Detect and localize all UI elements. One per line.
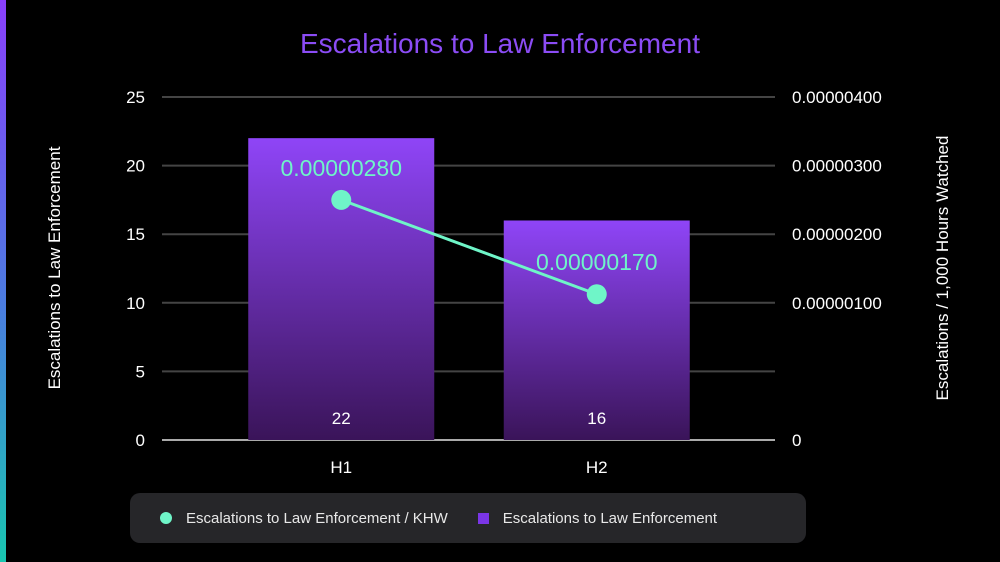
bar-value-label: 16	[587, 409, 606, 428]
line-value-label: 0.00000280	[280, 155, 402, 181]
y-tick-label: 0	[136, 431, 145, 450]
x-tick-label: H1	[330, 458, 352, 477]
y2-tick-label: 0.00000400	[792, 88, 882, 107]
series-line	[340, 198, 598, 296]
square-marker-icon	[477, 512, 489, 524]
y2-axis-label: Escalations / 1,000 Hours Watched	[933, 136, 952, 401]
bar-value-label: 22	[332, 409, 351, 428]
line-value-label: 0.00000170	[536, 249, 658, 275]
y2-tick-label: 0.00000100	[792, 294, 882, 313]
legend: Escalations to Law Enforcement / KHW Esc…	[130, 493, 806, 543]
bar	[248, 138, 435, 440]
x-tick-label: H2	[586, 458, 608, 477]
y2-tick-label: 0.00000300	[792, 157, 882, 176]
circle-marker-icon	[160, 512, 172, 524]
legend-item-count[interactable]: Escalations to Law Enforcement	[477, 509, 718, 527]
chart-title: Escalations to Law Enforcement	[300, 28, 700, 59]
y-axis-label: Escalations to Law Enforcement	[45, 146, 64, 389]
line-point	[331, 189, 352, 210]
y2-tick-label: 0	[792, 431, 801, 450]
y-tick-label: 20	[126, 157, 145, 176]
legend-item-rate[interactable]: Escalations to Law Enforcement / KHW	[160, 510, 448, 527]
bar	[503, 220, 690, 440]
legend-label: Escalations to Law Enforcement / KHW	[186, 509, 448, 527]
y-tick-label: 5	[136, 362, 145, 381]
legend-label: Escalations to Law Enforcement	[502, 509, 718, 527]
y-tick-label: 15	[126, 225, 145, 244]
y-tick-label: 25	[126, 88, 145, 107]
y-tick-label: 10	[126, 294, 145, 313]
accent-edge	[0, 0, 6, 562]
y2-tick-label: 0.00000200	[792, 225, 882, 244]
line-point	[586, 284, 607, 305]
